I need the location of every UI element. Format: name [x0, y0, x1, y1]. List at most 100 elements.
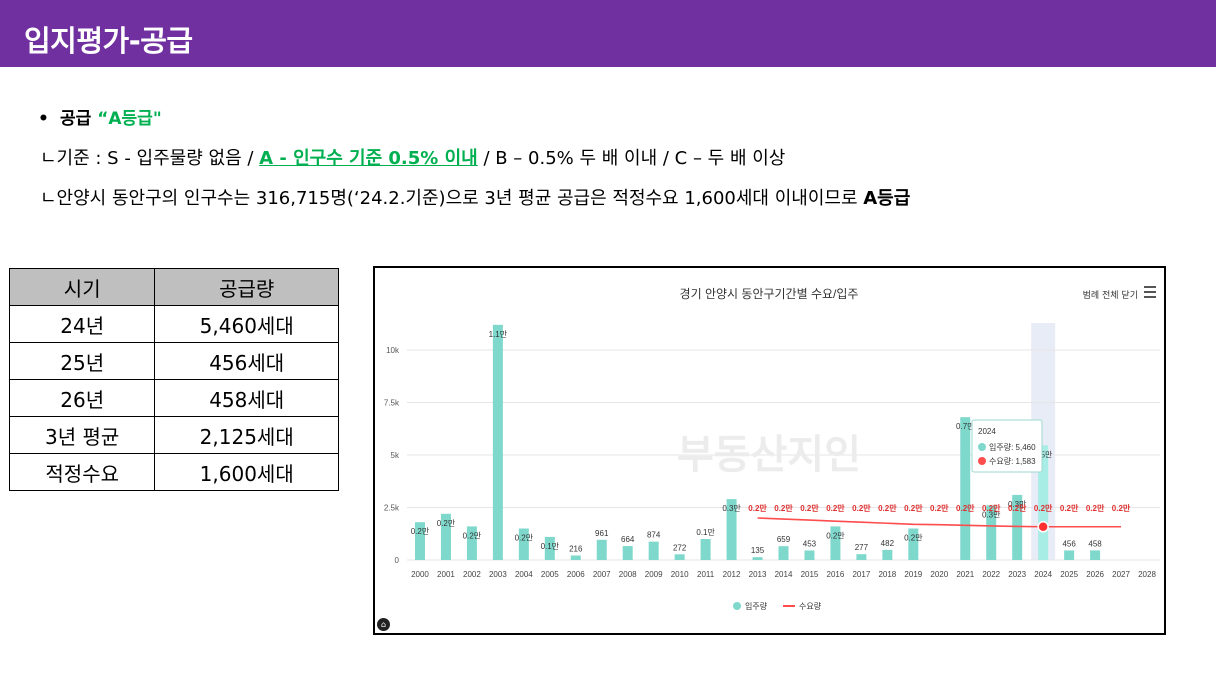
tooltip-supply-dot	[978, 443, 986, 451]
bar-data-label: 456	[1062, 539, 1076, 548]
x-tick-label: 2002	[463, 570, 481, 579]
table-cell: 3년 평균	[8, 416, 156, 454]
line-data-label: 0.2만	[748, 503, 767, 513]
chart-svg: 경기 안양시 동안구기간별 수요/입주 0 2.5k 5k 7.5k 10k 부동산지인 0.…	[384, 287, 1160, 611]
x-tick-label: 2026	[1086, 570, 1104, 579]
tooltip-year: 2024	[978, 427, 996, 436]
table-cell: 적정수요	[8, 453, 156, 491]
x-tick-label: 2006	[567, 570, 585, 579]
line-data-label: 0.2만	[904, 503, 923, 513]
bar	[882, 549, 893, 560]
bar-data-label: 0.3만	[722, 504, 741, 513]
bar	[856, 554, 867, 560]
criteria-suffix: / B – 0.5% 두 배 이내 / C – 두 배 이상	[477, 148, 786, 169]
demand-line	[757, 517, 1122, 528]
summary-grade: A등급	[863, 188, 911, 209]
bar-data-label: 482	[881, 539, 895, 548]
bar	[908, 528, 919, 560]
x-tick-label: 2020	[930, 570, 948, 579]
table-cell: 5,460세대	[154, 305, 339, 343]
line-data-label: 0.2만	[774, 503, 793, 513]
bar	[804, 550, 815, 560]
y-tick-label: 5k	[391, 451, 400, 460]
table-header-period: 시기	[8, 268, 156, 306]
table-header-row: 시기 공급량	[8, 268, 339, 306]
bar-data-label: 0.2만	[515, 534, 534, 543]
bar	[752, 557, 763, 560]
bar-data-label: 216	[569, 544, 583, 553]
table-cell: 458세대	[154, 379, 339, 417]
bar-data-label: 135	[751, 546, 765, 555]
x-tick-label: 2003	[489, 570, 507, 579]
x-tick-label: 2018	[878, 570, 896, 579]
tooltip-supply: 입주량: 5,460	[989, 442, 1036, 452]
bar	[700, 539, 711, 560]
bar	[518, 528, 529, 560]
x-tick-label: 2014	[775, 570, 793, 579]
bar	[440, 513, 451, 560]
table-header-supply: 공급량	[154, 268, 339, 306]
bar-data-label: 0.3만	[982, 510, 1001, 519]
bar-data-label: 0.3만	[1008, 500, 1027, 509]
table-row: 25년 456세대	[8, 342, 339, 380]
table-cell: 26년	[8, 379, 156, 417]
y-tick-label: 0	[395, 556, 400, 565]
bar-data-label: 0.5만	[1034, 450, 1053, 459]
criteria-highlight: A - 인구수 기준 0.5% 이내	[259, 148, 478, 169]
x-tick-label: 2012	[723, 570, 741, 579]
bar	[492, 324, 503, 560]
bar-data-label: 458	[1088, 539, 1102, 548]
x-tick-label: 2028	[1138, 570, 1156, 579]
table-row: 24년 5,460세대	[8, 305, 339, 343]
bar-data-label: 0.2만	[437, 519, 456, 528]
bar-data-label: 277	[855, 543, 869, 552]
line-data-label: 0.2만	[956, 503, 975, 513]
tooltip-demand-dot	[978, 457, 986, 465]
legend-demand-label: 수요량	[799, 601, 822, 611]
bar-data-label: 659	[777, 535, 791, 544]
summary-text: ㄴ안양시 동안구의 인구수는 316,715명(‘24.2.기준)으로 3년 평…	[40, 188, 864, 209]
criteria-line: ㄴ기준 : S - 입주물량 없음 / A - 인구수 기준 0.5% 이내 /…	[40, 144, 785, 170]
bar-data-label: 0.2만	[826, 531, 845, 540]
line-data-label: 0.2만	[1112, 503, 1131, 513]
header-bar: 입지평가-공급	[0, 0, 1216, 67]
x-tick-label: 2001	[437, 570, 455, 579]
bar	[1038, 445, 1049, 560]
x-tick-label: 2008	[619, 570, 637, 579]
bar-data-label: 874	[647, 531, 661, 540]
x-tick-label: 2024	[1034, 570, 1052, 579]
bar	[544, 536, 555, 560]
x-tick-label: 2005	[541, 570, 559, 579]
bar	[1012, 494, 1023, 560]
bar-data-label: 0.2만	[904, 534, 923, 543]
home-icon[interactable]: ⌂	[377, 618, 390, 631]
x-tick-label: 2021	[956, 570, 974, 579]
bar-data-label: 961	[595, 529, 609, 538]
demand-point-2024	[1037, 521, 1049, 533]
bar	[414, 522, 425, 560]
x-tick-label: 2015	[801, 570, 819, 579]
bar-data-label: 1.1만	[489, 330, 508, 339]
tooltip-demand: 수요량: 1,583	[989, 456, 1036, 466]
bar	[1090, 550, 1101, 560]
table-row: 적정수요 1,600세대	[8, 453, 339, 491]
legend-supply-marker	[733, 602, 741, 610]
x-tick-label: 2019	[904, 570, 922, 579]
x-tick-label: 2009	[645, 570, 663, 579]
menu-icon[interactable]	[1144, 286, 1156, 298]
bar-data-label: 0.1만	[541, 542, 560, 551]
legend-supply-label: 입주량	[745, 601, 768, 611]
x-tick-label: 2025	[1060, 570, 1078, 579]
line-data-label: 0.2만	[1086, 503, 1105, 513]
x-tick-label: 2016	[827, 570, 845, 579]
legend-toggle-button[interactable]: 범례 전체 닫기	[1082, 291, 1138, 301]
table-cell: 2,125세대	[154, 416, 339, 454]
bar	[596, 539, 607, 560]
x-tick-label: 2000	[411, 570, 429, 579]
chart-title: 경기 안양시 동안구기간별 수요/입주	[680, 287, 859, 301]
x-tick-label: 2017	[852, 570, 870, 579]
bar	[726, 499, 737, 560]
y-tick-label: 2.5k	[384, 504, 400, 513]
bar	[622, 546, 633, 560]
table-cell: 25년	[8, 342, 156, 380]
